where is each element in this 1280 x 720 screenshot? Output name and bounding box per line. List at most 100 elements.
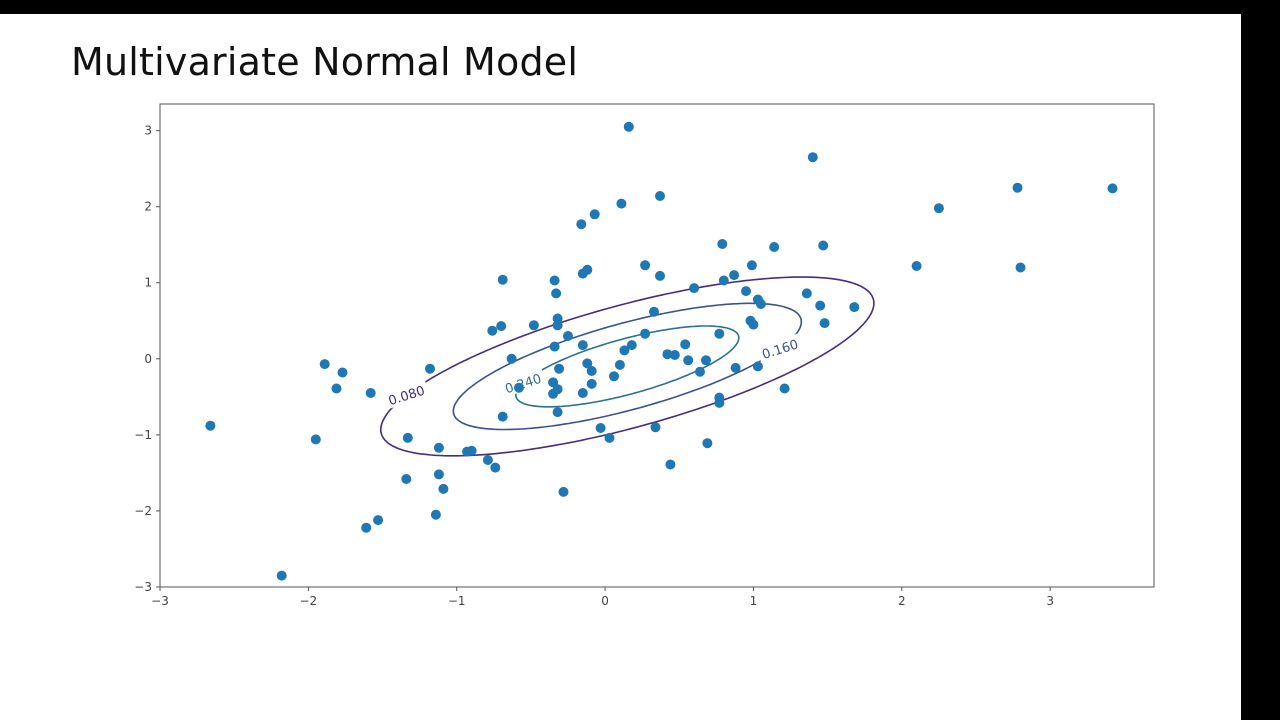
scatter-point [552, 407, 563, 418]
scatter-point [746, 260, 757, 271]
scatter-point [680, 339, 691, 350]
scatter-point [701, 355, 711, 366]
scatter-points [205, 121, 1118, 581]
scatter-point [331, 383, 342, 394]
scatter-point [933, 203, 944, 214]
y-tick-label: 2 [144, 200, 152, 214]
scatter-point [577, 268, 588, 279]
y-tick-label: −1 [134, 428, 152, 442]
scatter-point [695, 366, 705, 377]
scatter-point [595, 423, 606, 433]
scatter-point [586, 366, 597, 376]
scatter-point [496, 321, 507, 332]
scatter-point [815, 300, 826, 311]
scatter-point [551, 288, 562, 299]
x-tick-label: 3 [1046, 594, 1054, 608]
scatter-point [310, 434, 321, 445]
scatter-point [819, 318, 830, 329]
y-tick-label: 1 [144, 276, 152, 290]
scatter-point [779, 383, 790, 394]
scatter-point [718, 275, 729, 286]
scatter-point [554, 363, 565, 374]
scatter-point [640, 260, 651, 271]
scatter-point [425, 363, 435, 374]
scatter-point [401, 474, 412, 484]
scatter-point [911, 261, 922, 271]
plot-area [159, 103, 1155, 588]
scatter-point [655, 191, 665, 201]
scatter-point [741, 286, 751, 297]
scatter-point [640, 328, 651, 339]
scatter-point [361, 522, 372, 533]
scatter-point [683, 355, 694, 366]
scatter-point [614, 359, 625, 370]
scatter-point [482, 455, 493, 465]
scatter-point [662, 349, 673, 360]
scatter-point [623, 121, 634, 132]
scatter-point [365, 388, 376, 398]
top-black-bar [0, 0, 1280, 14]
scatter-point [514, 382, 524, 393]
scatter-point [506, 353, 517, 364]
scatter-point [549, 341, 560, 352]
scatter-point [205, 420, 216, 431]
scatter-point [619, 345, 630, 356]
scatter-point [497, 274, 508, 285]
scatter-point [552, 320, 563, 331]
x-tick-label: 0 [601, 594, 609, 608]
scatter-point [755, 299, 766, 309]
x-axis: −3 −2 −1 0 1 2 3 [151, 587, 1054, 608]
contour-label-bg [499, 367, 547, 398]
scatter-point [730, 362, 741, 373]
scatter-point [276, 570, 287, 581]
contour-label-bg [382, 379, 430, 410]
scatter-point [669, 350, 680, 360]
scatter-point [497, 411, 508, 422]
x-tick-label: −1 [448, 594, 466, 608]
scatter-point [319, 359, 330, 370]
scatter-point [752, 361, 763, 372]
scatter-point [604, 432, 615, 443]
scatter-point [582, 358, 593, 369]
scatter-point [438, 483, 449, 494]
x-tick-label: −3 [151, 594, 169, 608]
scatter-point [1107, 183, 1118, 194]
y-tick-label: −3 [134, 580, 152, 594]
scatter-point [665, 459, 676, 470]
scatter-point [487, 325, 498, 336]
contour-label-bg [756, 333, 804, 364]
scatter-point [729, 270, 740, 281]
scatter-point [433, 469, 444, 480]
scatter-point [433, 442, 444, 453]
x-tick-label: 2 [898, 594, 906, 608]
scatter-point [373, 515, 384, 526]
scatter-point [609, 371, 619, 382]
scatter-point [402, 432, 413, 443]
scatter-point [577, 388, 588, 398]
scatter-point [589, 209, 600, 220]
scatter-point [462, 446, 473, 457]
scatter-point [717, 239, 728, 249]
scatter-point [337, 367, 348, 378]
scatter-point [549, 275, 560, 286]
scatter-point [748, 319, 759, 330]
scatter-point [430, 509, 441, 520]
x-tick-label: −2 [300, 594, 318, 608]
scatter-point [849, 302, 860, 313]
scatter-point [558, 486, 569, 497]
x-tick-label: 1 [750, 594, 758, 608]
scatter-point [626, 340, 637, 351]
scatter-point [490, 462, 501, 473]
scatter-point [689, 283, 700, 294]
scatter-point [616, 198, 627, 209]
contour-line [452, 302, 803, 431]
scatter-point [563, 331, 573, 341]
scatter-point [586, 378, 597, 389]
scatter-point [528, 320, 539, 331]
scatter-point [552, 384, 563, 395]
y-axis: −3 −2 −1 0 1 2 3 [134, 124, 160, 594]
scatter-point [650, 422, 661, 433]
scatter-point [1015, 262, 1026, 273]
right-black-strip [1241, 14, 1280, 720]
